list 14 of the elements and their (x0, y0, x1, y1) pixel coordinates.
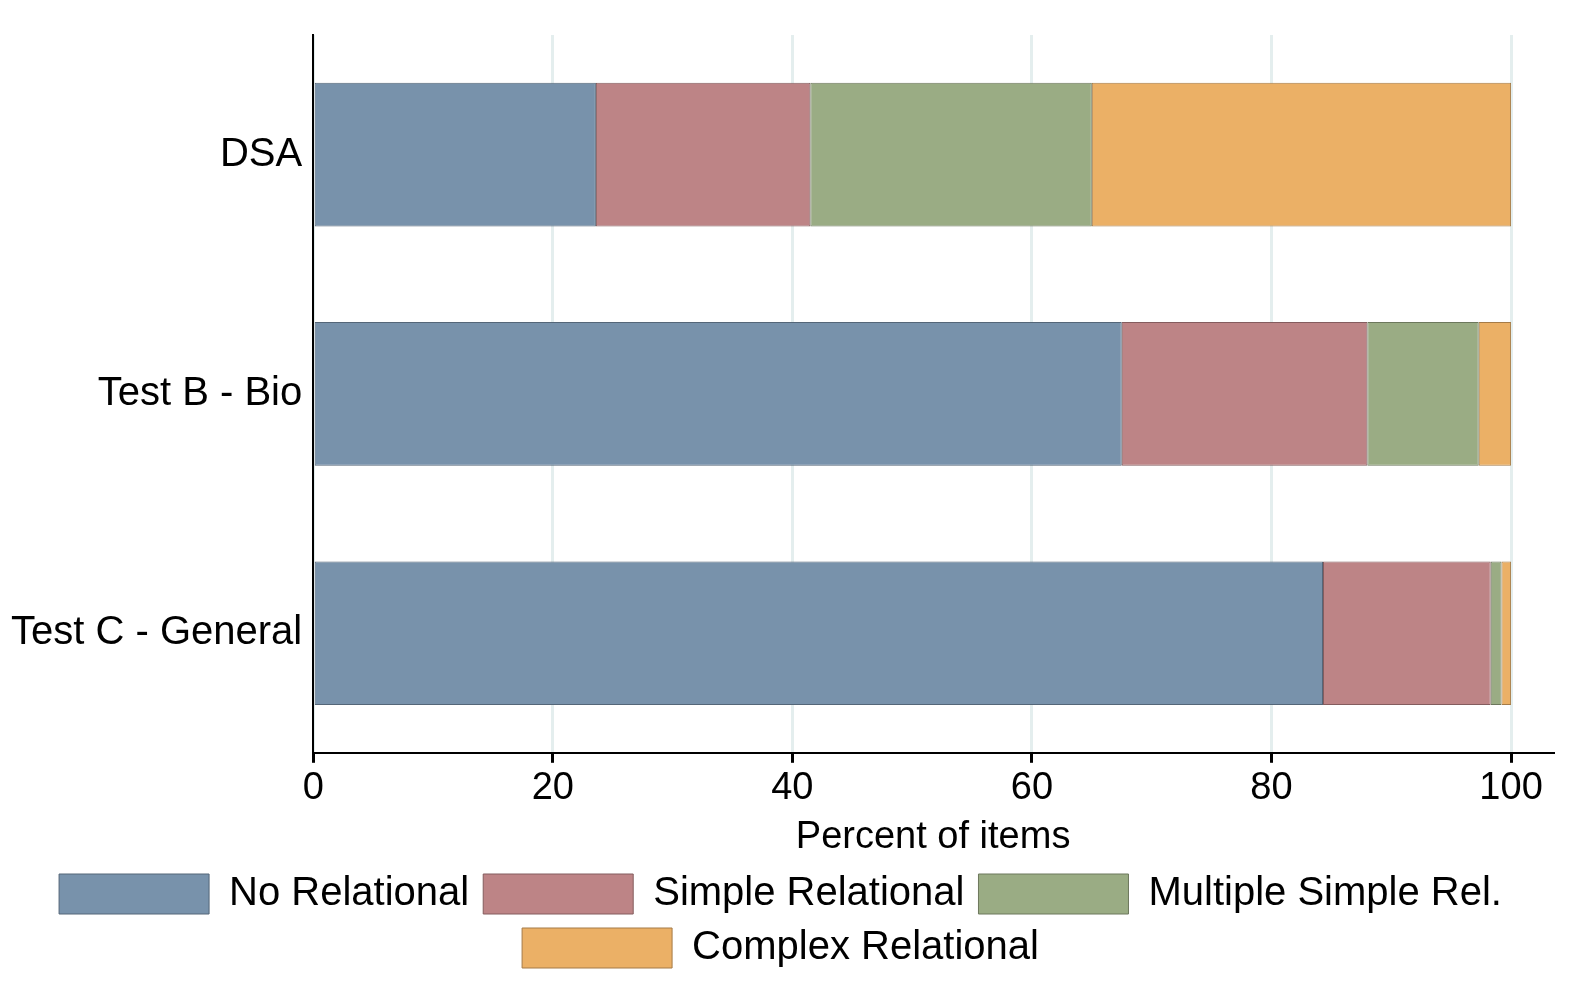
legend-label: Simple Relational (653, 869, 965, 914)
legend-label: Complex Relational (692, 923, 1039, 968)
x-tick-label: 20 (531, 765, 574, 808)
legend-label: No Relational (229, 869, 470, 914)
y-tick-label: Test C - General (10, 608, 303, 653)
y-tick-label: Test B - Bio (97, 368, 303, 413)
y-tick-label: DSA (219, 129, 303, 174)
x-tick-label: 40 (771, 765, 814, 808)
x-tick-label: 0 (302, 765, 324, 808)
legend-label: Multiple Simple Rel. (1148, 869, 1502, 914)
x-tick-label: 100 (1479, 765, 1543, 808)
x-tick-label: 80 (1250, 765, 1293, 808)
x-tick-label: 60 (1010, 765, 1054, 808)
x-axis-title: Percent of items (795, 813, 1071, 856)
